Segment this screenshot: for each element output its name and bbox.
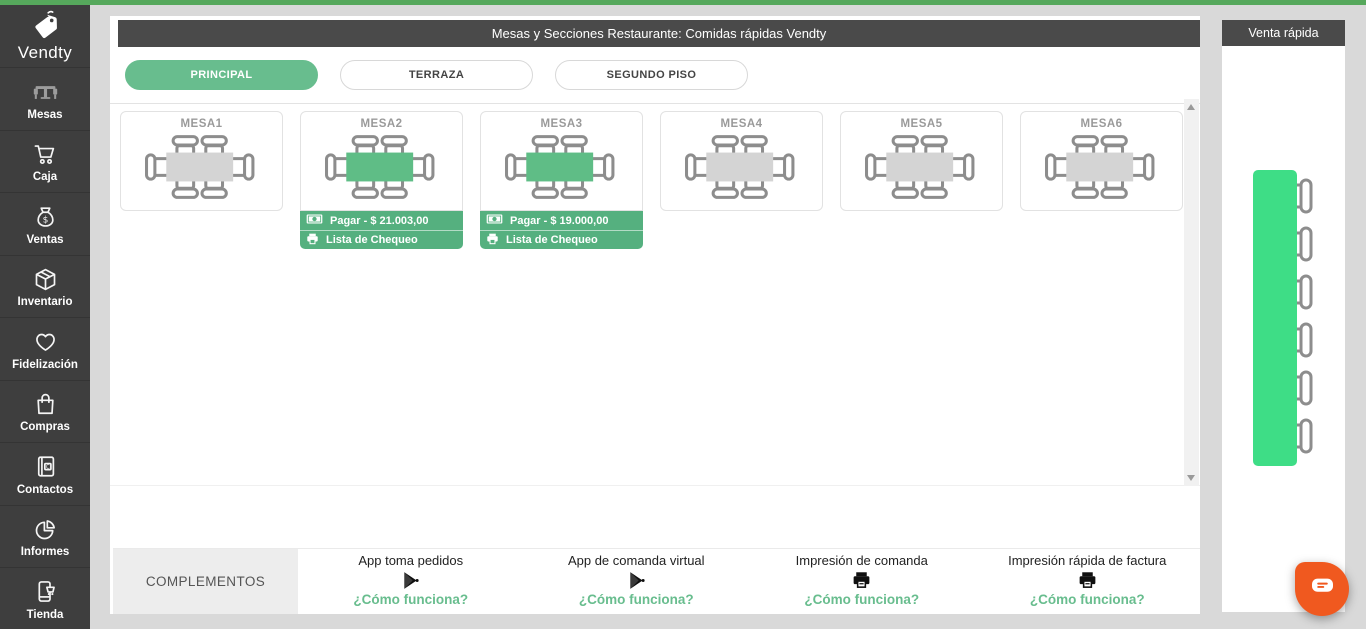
pay-button[interactable]: Pagar - $ 19.000,00 xyxy=(480,211,643,230)
table-name: MESA3 xyxy=(540,118,583,130)
heart-icon xyxy=(32,327,59,357)
complements-items: App toma pedidos ¿Cómo funciona? App de … xyxy=(298,549,1200,614)
table-card[interactable]: MESA3 xyxy=(480,111,643,211)
chat-button[interactable] xyxy=(1295,562,1349,616)
sidebar-item-tienda[interactable]: Tienda xyxy=(0,567,90,629)
printer-icon xyxy=(486,233,499,248)
pay-button[interactable]: Pagar - $ 21.003,00 xyxy=(300,211,463,230)
como-funciona-link[interactable]: ¿Cómo funciona? xyxy=(578,592,694,607)
pie-chart-icon xyxy=(32,514,59,544)
play-icon xyxy=(626,569,647,591)
table-card-wrap-mesa6: MESA6 xyxy=(1020,111,1183,211)
cart-icon xyxy=(32,139,59,169)
table-card-wrap-mesa1: MESA1 xyxy=(120,111,283,211)
shopping-bag-icon xyxy=(32,389,59,419)
table-card-wrap-mesa2: MESA2 Pagar - $ 21.003,00 Lista de Chequ… xyxy=(300,111,463,249)
contact-book-icon: C xyxy=(32,452,59,482)
como-funciona-link[interactable]: ¿Cómo funciona? xyxy=(1029,592,1145,607)
complement-item: App de comanda virtual ¿Cómo funciona? xyxy=(567,553,705,607)
sidebar-item-ventas[interactable]: $ Ventas xyxy=(0,192,90,255)
banknote-icon xyxy=(306,214,323,227)
play-icon xyxy=(400,569,421,591)
table-seats-icon xyxy=(499,135,625,209)
quick-sale-panel: Venta rápida xyxy=(1222,20,1345,612)
table-seats-icon xyxy=(679,135,805,209)
como-funciona-link[interactable]: ¿Cómo funciona? xyxy=(353,592,469,607)
tab-segundo-piso[interactable]: SEGUNDO PISO xyxy=(555,60,748,90)
table-card[interactable]: MESA1 xyxy=(120,111,283,211)
table-name: MESA2 xyxy=(360,118,403,130)
box-icon xyxy=(32,264,59,294)
svg-text:$: $ xyxy=(42,216,48,226)
table-seats-icon xyxy=(319,135,445,209)
checklist-button[interactable]: Lista de Chequeo xyxy=(300,230,463,249)
printer-icon xyxy=(306,233,319,248)
printer-icon xyxy=(1077,569,1098,591)
sidebar-item-informes[interactable]: Informes xyxy=(0,504,90,568)
table-actions: Pagar - $ 21.003,00 Lista de Chequeo xyxy=(300,211,463,249)
banknote-icon xyxy=(486,214,503,227)
sidebar: Vendty Mesas Caja $ Ventas Inventario Fi… xyxy=(0,5,90,629)
table-name: MESA6 xyxy=(1080,118,1123,130)
table-actions: Pagar - $ 19.000,00 Lista de Chequeo xyxy=(480,211,643,249)
section-tabs: PRINCIPAL TERRAZA SEGUNDO PISO xyxy=(110,47,1200,104)
table-seats-icon xyxy=(1039,135,1165,209)
sidebar-item-inventario[interactable]: Inventario xyxy=(0,254,90,318)
tab-terraza[interactable]: TERRAZA xyxy=(340,60,533,90)
table-card[interactable]: MESA5 xyxy=(840,111,1003,211)
top-accent-strip xyxy=(0,0,1366,5)
table-seats-icon xyxy=(139,135,265,209)
printer-icon xyxy=(851,569,872,591)
sidebar-item-compras[interactable]: Compras xyxy=(0,379,90,443)
brand-name: Vendty xyxy=(17,42,73,62)
table-card[interactable]: MESA4 xyxy=(660,111,823,211)
scroll-up-icon[interactable] xyxy=(1187,104,1195,110)
quick-sale-title: Venta rápida xyxy=(1222,20,1345,46)
phone-store-icon xyxy=(32,577,59,607)
complements-bar: COMPLEMENTOS App toma pedidos ¿Cómo func… xyxy=(113,548,1200,614)
chat-bubble-icon xyxy=(1309,576,1336,602)
sidebar-item-mesas[interactable]: Mesas xyxy=(0,67,90,130)
table-name: MESA5 xyxy=(900,118,943,130)
como-funciona-link[interactable]: ¿Cómo funciona? xyxy=(804,592,920,607)
tables-area: MESA1 MESA2 Pagar - $ 21.003,00 Lista de… xyxy=(110,99,1200,486)
sidebar-item-fidelizacion[interactable]: Fidelización xyxy=(0,317,90,380)
scroll-down-icon[interactable] xyxy=(1187,475,1195,481)
money-bag-icon: $ xyxy=(32,202,59,232)
table-card[interactable]: MESA6 xyxy=(1020,111,1183,211)
vertical-scrollbar[interactable] xyxy=(1184,99,1199,486)
brand-logo[interactable]: Vendty xyxy=(0,5,90,67)
main-panel: Mesas y Secciones Restaurante: Comidas r… xyxy=(110,16,1200,614)
table-card-wrap-mesa5: MESA5 xyxy=(840,111,1003,211)
complement-item: App toma pedidos ¿Cómo funciona? xyxy=(353,553,469,607)
quick-sale-table-icon[interactable] xyxy=(1251,170,1313,470)
checklist-button[interactable]: Lista de Chequeo xyxy=(480,230,643,249)
complement-item: Impresión rápida de factura ¿Cómo funcio… xyxy=(1008,553,1167,607)
sidebar-item-caja[interactable]: Caja xyxy=(0,129,90,193)
complements-header: COMPLEMENTOS xyxy=(113,549,298,614)
page-title-bar: Mesas y Secciones Restaurante: Comidas r… xyxy=(118,20,1200,47)
sidebar-nav: Mesas Caja $ Ventas Inventario Fidelizac… xyxy=(0,67,90,629)
table-card[interactable]: MESA2 xyxy=(300,111,463,211)
table-icon xyxy=(32,77,59,107)
price-tag-icon xyxy=(27,10,63,46)
table-name: MESA4 xyxy=(720,118,763,130)
sidebar-item-contactos[interactable]: C Contactos xyxy=(0,442,90,505)
tables-grid: MESA1 MESA2 Pagar - $ 21.003,00 Lista de… xyxy=(120,111,1183,249)
complement-item: Impresión de comanda ¿Cómo funciona? xyxy=(795,553,928,607)
table-card-wrap-mesa4: MESA4 xyxy=(660,111,823,211)
page-title: Mesas y Secciones Restaurante: Comidas r… xyxy=(491,26,827,41)
table-seats-icon xyxy=(859,135,985,209)
table-name: MESA1 xyxy=(180,118,223,130)
svg-text:C: C xyxy=(46,465,50,471)
tab-principal[interactable]: PRINCIPAL xyxy=(125,60,318,90)
table-card-wrap-mesa3: MESA3 Pagar - $ 19.000,00 Lista de Chequ… xyxy=(480,111,643,249)
